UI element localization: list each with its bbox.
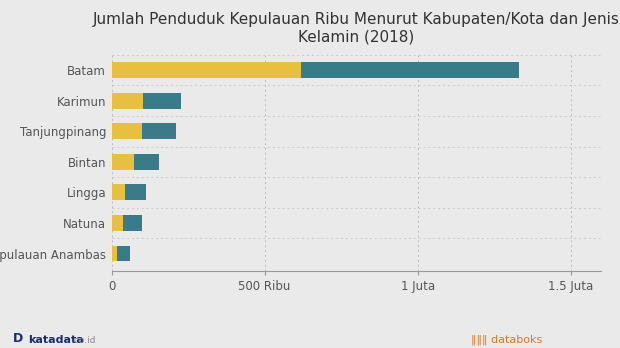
Bar — [142, 123, 176, 139]
Bar — [143, 93, 181, 109]
Text: ‖‖‖ databoks: ‖‖‖ databoks — [471, 334, 542, 345]
Bar — [112, 154, 134, 170]
Bar — [112, 215, 123, 231]
Text: D: D — [12, 332, 23, 345]
Bar — [117, 246, 130, 261]
Bar — [301, 62, 519, 78]
Bar — [112, 123, 142, 139]
Bar — [125, 184, 146, 200]
Bar — [123, 215, 142, 231]
Bar — [112, 184, 125, 200]
Title: Jumlah Penduduk Kepulauan Ribu Menurut Kabupaten/Kota dan Jenis
Kelamin (2018): Jumlah Penduduk Kepulauan Ribu Menurut K… — [93, 12, 620, 44]
Bar — [112, 62, 301, 78]
Bar — [112, 246, 117, 261]
Bar — [134, 154, 159, 170]
Bar — [112, 93, 143, 109]
Text: .co.id: .co.id — [71, 335, 96, 345]
Text: katadata: katadata — [28, 334, 84, 345]
